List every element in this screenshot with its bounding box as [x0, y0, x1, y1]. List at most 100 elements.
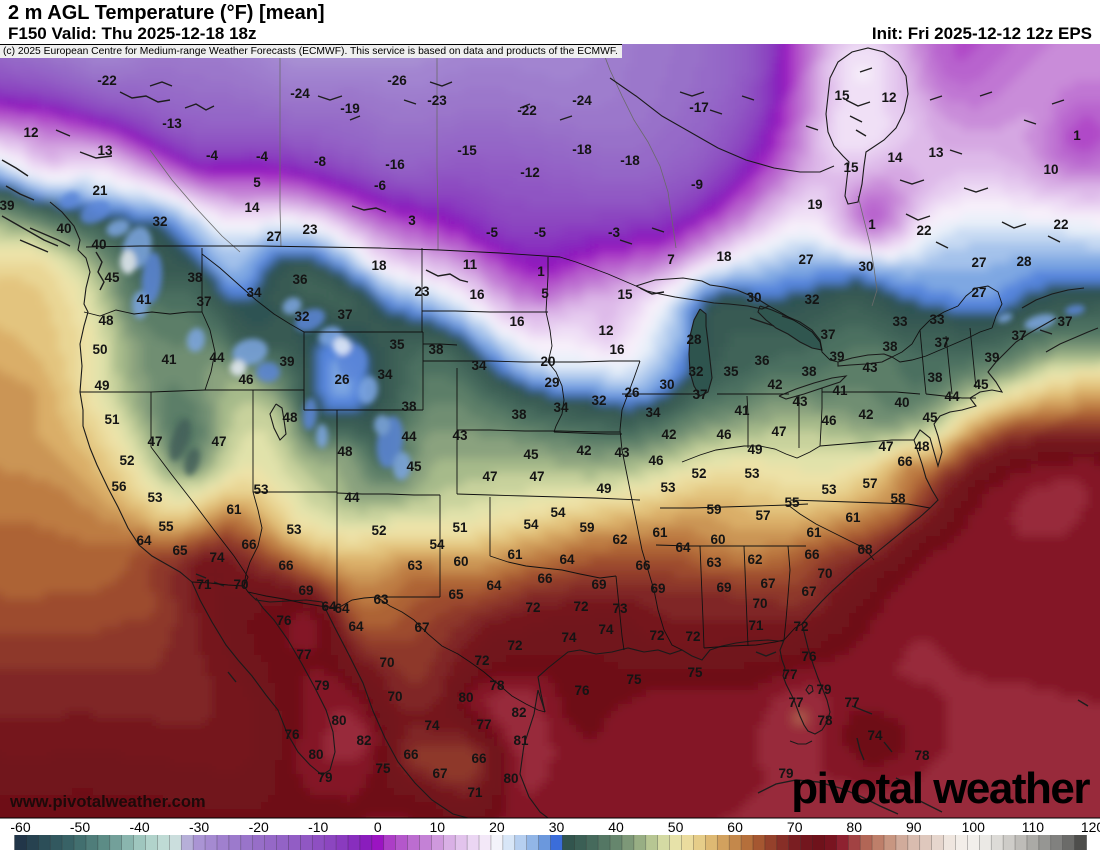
svg-text:-30: -30 [189, 819, 209, 835]
svg-text:22: 22 [916, 223, 931, 238]
svg-text:79: 79 [314, 678, 329, 693]
svg-text:46: 46 [821, 413, 837, 428]
svg-text:79: 79 [778, 766, 793, 781]
svg-text:68: 68 [857, 542, 873, 557]
svg-text:65: 65 [172, 543, 188, 558]
svg-text:42: 42 [767, 377, 782, 392]
svg-text:80: 80 [308, 747, 323, 762]
svg-text:30: 30 [549, 819, 565, 835]
svg-text:14: 14 [887, 150, 903, 165]
svg-text:65: 65 [448, 587, 464, 602]
svg-text:120: 120 [1081, 819, 1100, 835]
svg-text:46: 46 [716, 427, 732, 442]
svg-text:70: 70 [752, 596, 767, 611]
svg-text:47: 47 [529, 469, 544, 484]
svg-text:45: 45 [104, 270, 120, 285]
svg-text:13: 13 [97, 143, 113, 158]
svg-text:64: 64 [675, 540, 691, 555]
svg-text:39: 39 [829, 349, 844, 364]
svg-text:55: 55 [158, 519, 174, 534]
svg-text:37: 37 [934, 335, 949, 350]
svg-text:50: 50 [668, 819, 684, 835]
svg-text:12: 12 [598, 323, 613, 338]
svg-text:38: 38 [511, 407, 527, 422]
svg-text:-22: -22 [517, 103, 537, 118]
svg-text:72: 72 [474, 653, 489, 668]
svg-text:78: 78 [817, 713, 833, 728]
svg-text:41: 41 [161, 352, 177, 367]
svg-text:38: 38 [428, 342, 444, 357]
svg-text:64: 64 [559, 552, 575, 567]
svg-text:47: 47 [211, 434, 226, 449]
svg-text:5: 5 [541, 286, 549, 301]
svg-text:59: 59 [579, 520, 594, 535]
svg-text:80: 80 [503, 771, 518, 786]
svg-text:53: 53 [286, 522, 302, 537]
svg-text:21: 21 [92, 183, 108, 198]
svg-text:37: 37 [1011, 328, 1026, 343]
svg-text:80: 80 [846, 819, 862, 835]
svg-text:30: 30 [659, 377, 674, 392]
svg-text:-60: -60 [10, 819, 30, 835]
svg-text:-23: -23 [427, 93, 447, 108]
svg-text:69: 69 [298, 583, 313, 598]
svg-text:82: 82 [511, 705, 526, 720]
svg-text:38: 38 [927, 370, 943, 385]
svg-text:51: 51 [104, 412, 120, 427]
svg-text:5: 5 [253, 175, 261, 190]
svg-text:77: 77 [476, 717, 491, 732]
svg-text:26: 26 [334, 372, 350, 387]
svg-text:3: 3 [408, 213, 416, 228]
svg-text:53: 53 [253, 482, 269, 497]
svg-text:79: 79 [816, 682, 831, 697]
svg-text:42: 42 [661, 427, 676, 442]
svg-text:0: 0 [374, 819, 382, 835]
svg-text:-10: -10 [308, 819, 328, 835]
svg-text:77: 77 [788, 695, 803, 710]
svg-text:45: 45 [406, 459, 422, 474]
svg-text:23: 23 [414, 284, 430, 299]
svg-text:62: 62 [747, 552, 762, 567]
svg-text:70: 70 [379, 655, 394, 670]
svg-text:13: 13 [928, 145, 944, 160]
svg-text:37: 37 [692, 387, 707, 402]
svg-text:-9: -9 [691, 177, 703, 192]
svg-text:56: 56 [111, 479, 127, 494]
svg-text:76: 76 [276, 613, 292, 628]
svg-text:27: 27 [971, 285, 986, 300]
svg-text:60: 60 [727, 819, 743, 835]
svg-text:-13: -13 [162, 116, 182, 131]
svg-text:40: 40 [91, 237, 106, 252]
svg-text:34: 34 [246, 285, 262, 300]
svg-text:1: 1 [1073, 128, 1081, 143]
svg-text:66: 66 [804, 547, 820, 562]
svg-text:77: 77 [782, 667, 797, 682]
svg-text:30: 30 [746, 290, 761, 305]
svg-text:-6: -6 [374, 178, 386, 193]
svg-text:38: 38 [187, 270, 203, 285]
svg-text:63: 63 [407, 558, 423, 573]
svg-text:73: 73 [612, 601, 628, 616]
svg-text:74: 74 [561, 630, 577, 645]
svg-text:16: 16 [609, 342, 625, 357]
svg-text:41: 41 [734, 403, 750, 418]
svg-text:47: 47 [878, 439, 893, 454]
svg-text:14: 14 [244, 200, 260, 215]
svg-text:72: 72 [685, 629, 700, 644]
svg-text:66: 66 [278, 558, 294, 573]
svg-text:46: 46 [238, 372, 254, 387]
svg-text:69: 69 [591, 577, 606, 592]
svg-text:45: 45 [973, 377, 989, 392]
svg-text:60: 60 [710, 532, 725, 547]
svg-text:-40: -40 [129, 819, 149, 835]
svg-text:45: 45 [922, 410, 938, 425]
svg-text:42: 42 [858, 407, 873, 422]
svg-text:63: 63 [373, 592, 389, 607]
svg-text:-24: -24 [290, 86, 310, 101]
svg-text:-5: -5 [534, 225, 546, 240]
svg-text:100: 100 [962, 819, 986, 835]
svg-text:33: 33 [929, 312, 945, 327]
svg-text:75: 75 [626, 672, 642, 687]
svg-text:64: 64 [334, 601, 350, 616]
svg-text:67: 67 [432, 766, 447, 781]
